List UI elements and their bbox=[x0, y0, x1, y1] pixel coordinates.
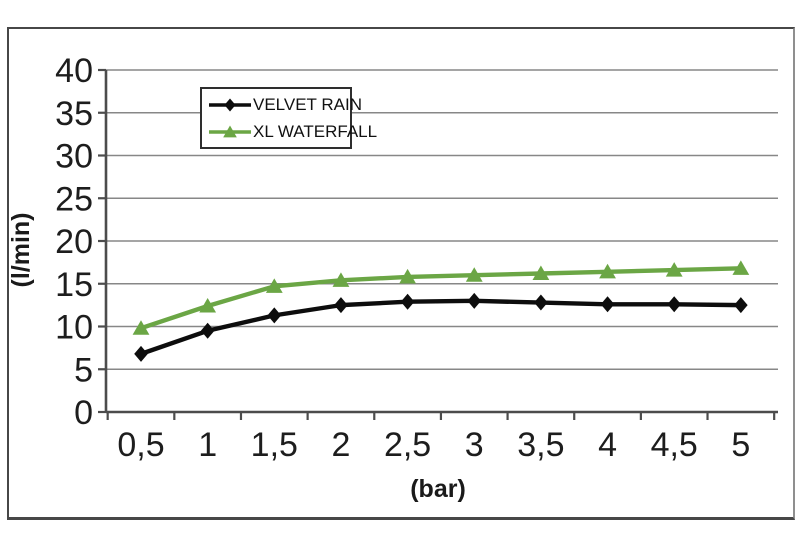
x-tick-label: 4 bbox=[598, 426, 617, 464]
triangle-marker bbox=[132, 320, 150, 335]
x-tick-label: 3,5 bbox=[517, 426, 564, 464]
x-tick-label: 1,5 bbox=[251, 426, 298, 464]
diamond-marker bbox=[734, 297, 748, 314]
y-tick-label: 40 bbox=[55, 52, 93, 90]
y-tick-label: 0 bbox=[74, 394, 93, 432]
triangle-marker bbox=[332, 272, 350, 287]
x-tick-label: 4,5 bbox=[651, 426, 698, 464]
y-tick-label: 10 bbox=[55, 309, 93, 347]
x-tick-label: 0,5 bbox=[117, 426, 164, 464]
x-tick-label: 2,5 bbox=[384, 426, 431, 464]
triangle-marker bbox=[265, 278, 283, 293]
legend-item-velvet-rain: VELVET RAIN bbox=[208, 92, 362, 118]
triangle-marker bbox=[665, 262, 683, 277]
triangle-marker bbox=[532, 265, 550, 281]
diamond-marker bbox=[267, 307, 282, 324]
x-tick-label: 5 bbox=[731, 426, 750, 464]
triangle-marker bbox=[399, 268, 416, 284]
diamond-marker bbox=[667, 296, 681, 313]
diamond-marker bbox=[200, 322, 215, 339]
velvet-rain-line-sample-icon bbox=[209, 98, 251, 111]
x-axis-title: (bar) bbox=[410, 475, 466, 503]
series-xl-waterfall bbox=[132, 260, 750, 335]
triangle-marker bbox=[465, 267, 483, 282]
diamond-marker bbox=[134, 345, 148, 362]
y-axis-title: (l/min) bbox=[9, 213, 35, 288]
y-tick-label: 5 bbox=[74, 351, 93, 389]
y-tick-label: 35 bbox=[55, 95, 93, 133]
legend-label-velvet-rain: VELVET RAIN bbox=[253, 94, 362, 114]
xl-waterfall-line-sample-icon bbox=[209, 125, 251, 137]
triangle-marker bbox=[599, 263, 616, 279]
flow-rate-line-chart: 0 5 10 15 20 25 30 35 40 0,5 1 1,5 2 2,5 3 3,5 4 4,5 5 (l/m… bbox=[9, 52, 778, 503]
y-tick-label: 30 bbox=[55, 138, 93, 176]
diamond-marker bbox=[600, 296, 615, 313]
legend: VELVET RAIN XL WATERFALL bbox=[200, 87, 377, 149]
series-line bbox=[138, 298, 744, 357]
legend-sample-triangle-icon bbox=[223, 125, 237, 137]
y-tick-label: 25 bbox=[55, 180, 93, 218]
diamond-marker bbox=[400, 293, 415, 310]
y-tick-label: 20 bbox=[55, 223, 93, 261]
series-line bbox=[138, 266, 744, 331]
diamond-marker bbox=[534, 294, 548, 311]
y-tick-label: 15 bbox=[55, 266, 93, 304]
legend-label-xl-waterfall: XL WATERFALL bbox=[253, 121, 378, 141]
x-tick-label: 2 bbox=[331, 426, 350, 464]
legend-sample-diamond-icon bbox=[224, 98, 236, 111]
triangle-marker bbox=[732, 260, 750, 275]
legend-item-xl-waterfall: XL WATERFALL bbox=[208, 119, 377, 145]
chart-frame: 0 5 10 15 20 25 30 35 40 0,5 1 1,5 2 2,5 3 3,5 4 4,5 5 (l/m… bbox=[7, 27, 795, 520]
x-tick-label: 3 bbox=[465, 426, 484, 464]
x-tick-label: 1 bbox=[198, 426, 217, 464]
x-axis: 0,5 1 1,5 2 2,5 3 3,5 4 4,5 5 bbox=[106, 412, 776, 464]
series-velvet-rain bbox=[134, 292, 748, 362]
y-axis: 0 5 10 15 20 25 30 35 40 bbox=[55, 52, 106, 432]
diamond-marker bbox=[467, 292, 482, 309]
diamond-marker bbox=[334, 297, 348, 314]
triangle-marker bbox=[199, 297, 217, 313]
